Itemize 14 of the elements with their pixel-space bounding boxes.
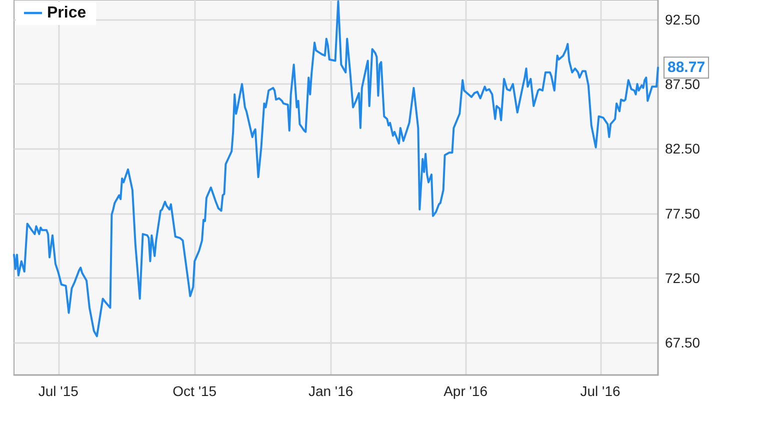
y-tick-label: 82.50 — [665, 140, 700, 157]
x-tick-label: Oct '15 — [172, 383, 217, 399]
legend-label: Price — [47, 4, 86, 22]
x-tick-label: Jul '16 — [580, 383, 620, 399]
y-tick-label: 72.50 — [665, 270, 700, 286]
x-tick-label: Apr '16 — [444, 383, 488, 399]
y-tick-label: 92.50 — [665, 11, 700, 28]
x-tick-label: Jan '16 — [308, 383, 354, 399]
y-tick-label: 67.50 — [665, 334, 700, 351]
annotation: 88.77 — [668, 59, 706, 76]
line-series — [13, 0, 659, 338]
x-tick-label: Jul '15 — [38, 383, 79, 399]
y-tick-label: 87.50 — [665, 76, 700, 92]
y-tick-label: 77.50 — [665, 205, 700, 222]
